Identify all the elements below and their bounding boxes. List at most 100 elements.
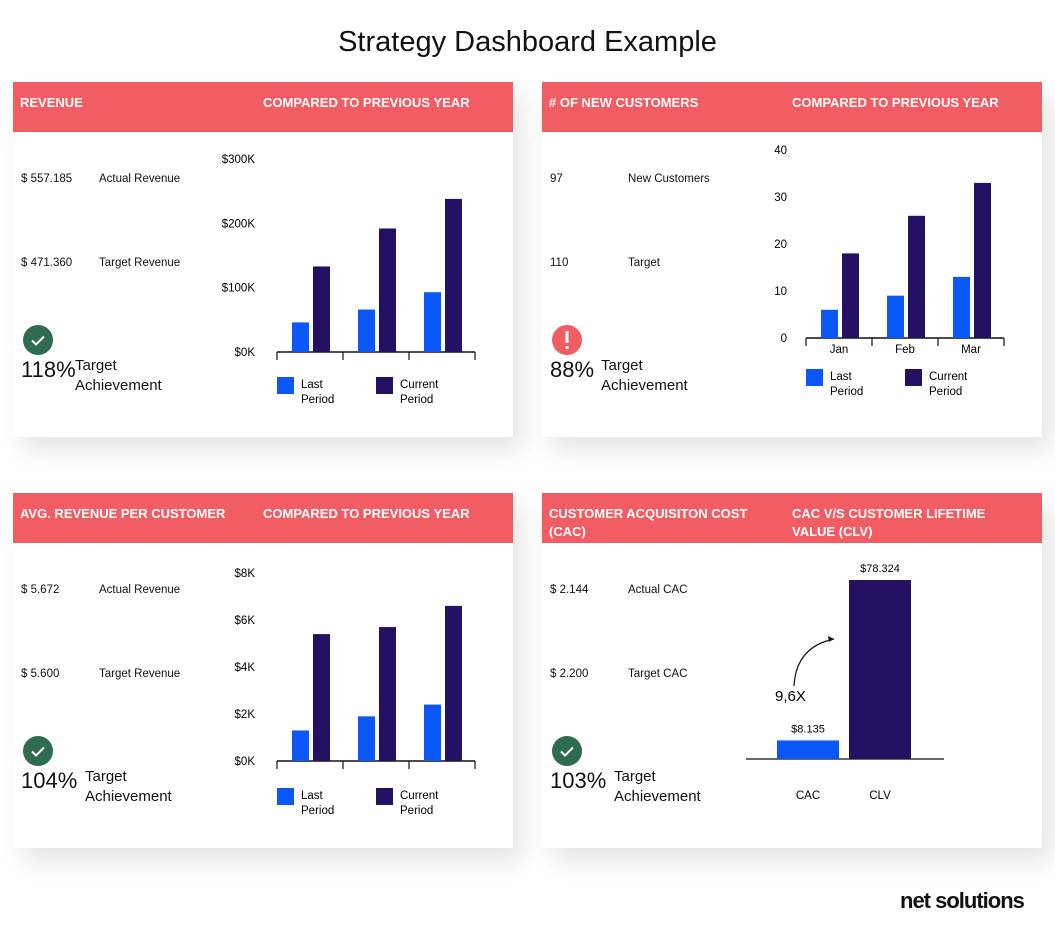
bar-last-period [358, 309, 375, 352]
bar-last-period [292, 730, 309, 761]
x-tick-label: CAC [796, 790, 820, 802]
bar-last-period [358, 716, 375, 761]
legend-label: Period [830, 386, 863, 398]
bar-current-period [445, 198, 462, 352]
legend-label: Period [400, 394, 433, 406]
card-title: CUSTOMER ACQUISITON COST (CAC) [549, 506, 748, 539]
x-tick-label: Jan [830, 344, 849, 356]
metric-value: 97 [550, 173, 563, 185]
y-tick-label: $4K [235, 662, 256, 674]
legend-label: Period [929, 386, 962, 398]
metric-value: 110 [550, 257, 569, 269]
chart: 0 10 20 30 40 Jan Feb Mar Last Period Current Perio… [774, 145, 1005, 398]
legend-swatch [376, 788, 393, 805]
metric-value: $ 2.200 [550, 668, 589, 680]
bar-last-period [953, 276, 970, 338]
data-label: $78.324 [860, 563, 900, 575]
legend-label: Last [301, 790, 324, 802]
legend-label: Last [301, 379, 324, 391]
chart-title: COMPARED TO PREVIOUS YEAR [263, 95, 470, 110]
legend-label: Current [929, 371, 968, 383]
legend-swatch [277, 788, 294, 805]
card-title: AVG. REVENUE PER CUSTOMER [20, 506, 226, 521]
metric-label: Target Revenue [99, 257, 181, 269]
bar-current-period [379, 228, 396, 352]
bar-last-period [887, 295, 904, 338]
net-solutions-logo: net solutions [900, 888, 1025, 913]
chart: $8.135 CAC $78.324 CLV 9,6X [746, 563, 944, 802]
card-title: REVENUE [20, 95, 83, 110]
y-tick-label: 40 [774, 145, 787, 157]
card-0: REVENUE COMPARED TO PREVIOUS YEAR $ 557.… [13, 82, 513, 437]
achievement-percent: 118% [21, 357, 76, 382]
legend-label: Last [830, 371, 853, 383]
card-header: AVG. REVENUE PER CUSTOMER COMPARED TO PR… [13, 493, 513, 543]
legend-label: Current [400, 790, 439, 802]
arrow-head-icon [828, 636, 834, 642]
exclamation-icon [552, 325, 582, 355]
y-tick-label: $8K [235, 568, 256, 580]
achievement-percent: 104% [21, 768, 78, 793]
check-icon [23, 325, 53, 355]
legend-label: Current [400, 379, 439, 391]
x-tick-label: Feb [895, 344, 915, 356]
y-tick-label: $2K [235, 709, 256, 721]
bar-cac [777, 740, 839, 759]
achievement-label: Target Achievement [601, 357, 688, 394]
x-tick-label: Mar [961, 344, 981, 356]
bar-current-period [908, 215, 925, 338]
card-1: # OF NEW CUSTOMERS COMPARED TO PREVIOUS … [542, 82, 1042, 437]
page-title: Strategy Dashboard Example [338, 26, 717, 58]
card-header: # OF NEW CUSTOMERS COMPARED TO PREVIOUS … [542, 82, 1042, 132]
legend-swatch [376, 377, 393, 394]
bar-last-period [821, 309, 838, 338]
metric-label: Actual CAC [628, 584, 688, 596]
bar-clv [849, 580, 911, 759]
achievement-percent: 88% [550, 357, 595, 382]
legend-label: Period [400, 805, 433, 817]
metric-label: Actual Revenue [99, 584, 181, 596]
chart: $0K $100K $200K $300K Last Period Current Perio… [222, 154, 476, 406]
card-header: REVENUE COMPARED TO PREVIOUS YEAR [13, 82, 513, 132]
y-tick-label: 20 [774, 239, 787, 251]
chart-title: CAC V/S CUSTOMER LIFETIME VALUE (CLV) [792, 506, 986, 539]
y-tick-label: 10 [774, 286, 787, 298]
card-title: # OF NEW CUSTOMERS [549, 95, 699, 110]
achievement-label: Target Achievement [85, 768, 172, 805]
achievement-label: Target Achievement [614, 768, 701, 805]
bar-current-period [379, 627, 396, 761]
metric-value: $ 471.360 [21, 257, 73, 269]
card-2: AVG. REVENUE PER CUSTOMER COMPARED TO PR… [13, 493, 513, 848]
metric-value: $ 5.600 [21, 668, 60, 680]
metric-label: Target CAC [628, 668, 688, 680]
x-tick-label: CLV [869, 790, 891, 802]
legend-swatch [806, 369, 823, 386]
y-tick-label: $6K [235, 615, 256, 627]
multiplier-annotation: 9,6X [775, 688, 806, 705]
bar-current-period [313, 266, 330, 352]
y-tick-label: $100K [222, 283, 256, 295]
check-icon [552, 736, 582, 766]
legend-label: Period [301, 805, 334, 817]
bar-last-period [424, 704, 441, 761]
bar-current-period [974, 182, 991, 338]
metric-label: Target [628, 257, 660, 269]
legend-swatch [277, 377, 294, 394]
metric-label: Target Revenue [99, 668, 181, 680]
legend-label: Period [301, 394, 334, 406]
chart: $0K $2K $4K $6K $8K Last Period Current Period [235, 568, 476, 817]
y-tick-label: 0 [781, 333, 787, 345]
data-label: $8.135 [791, 723, 825, 735]
arrow-curve [793, 638, 835, 687]
card-header: CUSTOMER ACQUISITON COST (CAC) CAC V/S C… [542, 493, 1042, 543]
bar-current-period [445, 605, 462, 761]
bar-current-period [842, 253, 859, 338]
bar-current-period [313, 634, 330, 761]
chart-title: COMPARED TO PREVIOUS YEAR [792, 95, 999, 110]
y-tick-label: $0K [235, 347, 256, 359]
metric-label: New Customers [628, 173, 710, 185]
check-icon [23, 736, 53, 766]
chart-title: COMPARED TO PREVIOUS YEAR [263, 506, 470, 521]
bar-last-period [292, 322, 309, 352]
